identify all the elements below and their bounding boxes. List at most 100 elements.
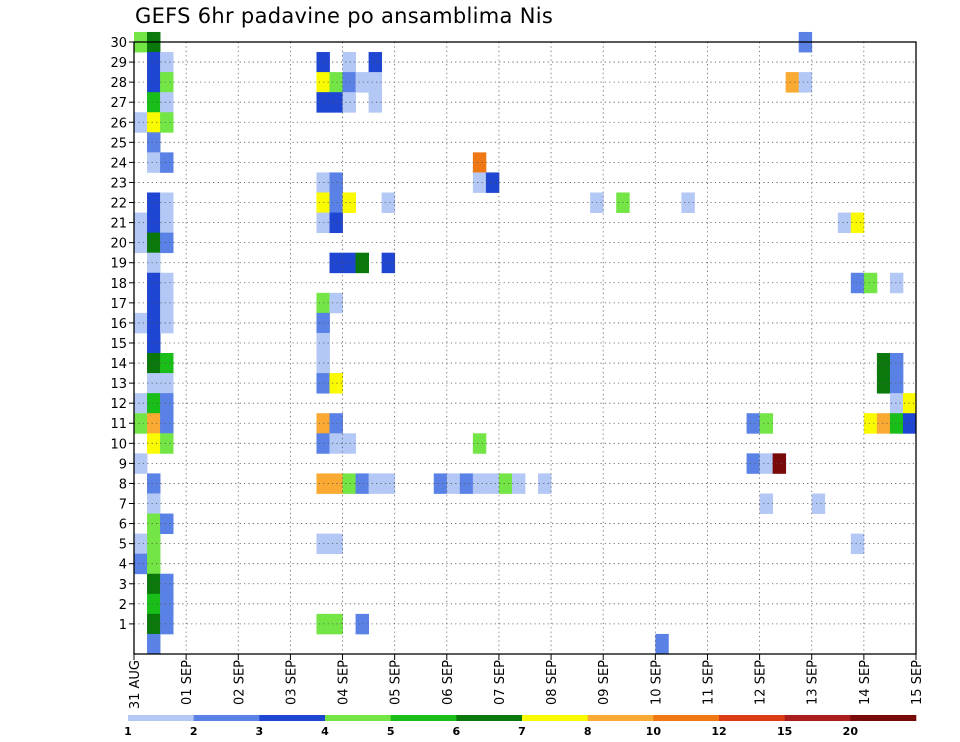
y-tick-label: 9 [119,457,127,472]
x-tick-label: 09 SEP [597,660,612,705]
y-tick-label: 28 [110,76,127,91]
heatmap-cell [147,613,161,635]
heatmap-cell [889,393,904,414]
y-tick-label: 25 [110,136,127,151]
y-tick-label: 11 [110,417,127,432]
heatmap-cell [147,353,161,374]
heatmap-cell [889,272,904,294]
heatmap-cell [863,413,878,434]
heatmap-cell [811,493,826,514]
heatmap-cell [329,433,343,454]
colorbar: 1 2 3 4 5 6 7 8 10 12 15 20 [124,715,917,738]
heatmap-cell [160,232,174,254]
heatmap-cell [147,413,161,434]
heatmap-cell [160,373,174,394]
heatmap-cell [772,453,787,474]
plot-frame [133,41,917,655]
heatmap-cell [134,413,148,434]
y-tick-label: 13 [110,377,127,392]
heatmap-cell [316,52,330,73]
x-tick-label: 06 SEP [441,660,456,705]
heatmap-cell [746,413,760,434]
y-tick-label: 15 [110,337,127,352]
grid-layer [134,41,916,654]
x-tick-label: 05 SEP [389,660,404,705]
y-tick-label: 2 [119,598,127,613]
heatmap-cell [316,413,330,434]
y-tick-label: 24 [110,156,127,171]
y-tick-label: 6 [119,518,127,533]
heatmap-cell [160,353,174,374]
y-tick-label: 16 [110,317,127,332]
colorbar-label: 5 [387,725,395,738]
y-tick-label: 30 [110,36,127,51]
colorbar-swatch [587,715,654,721]
heatmap-cell [147,52,161,73]
heatmap-cell [160,72,174,93]
heatmap-cell [876,373,891,394]
heatmap-cell [147,112,161,133]
heatmap-cell [902,393,917,414]
heatmap-cell [876,413,891,434]
heatmap-cell [160,593,174,615]
colorbar-swatch [850,715,917,721]
colorbar-label: 4 [321,725,329,738]
heatmap-cell [316,192,330,213]
y-tick-label: 21 [110,217,127,232]
heatmap-cell [147,493,161,514]
heatmap-cell [381,192,396,213]
x-tick-label: 13 SEP [806,660,821,705]
heatmap-cell [147,473,161,494]
heatmap-cell [134,212,148,234]
heatmap-cell [902,413,917,434]
heatmap-cell [329,172,343,193]
heatmap-cell [147,232,161,254]
heatmap-cell [355,252,369,274]
colorbar-label: 10 [646,725,662,738]
heatmap-cell [316,172,330,193]
y-tick-label: 5 [119,538,127,553]
heatmap-cell [368,72,383,93]
colorbar-label: 7 [518,725,526,738]
y-tick-label: 3 [119,578,127,593]
colorbar-swatch [456,715,523,721]
colorbar-swatch [653,715,720,721]
heatmap-cell [147,393,161,414]
heatmap-cell [759,413,774,434]
heatmap-cell [368,52,383,73]
heatmap-cell [160,212,174,234]
heatmap-cell [472,433,487,454]
heatmap-cell [446,473,461,494]
heatmap-cell [472,473,487,494]
heatmap-cell [160,312,174,334]
colorbar-swatch [193,715,260,721]
heatmap-cell [160,513,174,535]
heatmap-cell [498,473,513,494]
heatmap-cell [472,152,487,173]
colorbar-label: 20 [843,725,859,738]
heatmap-cell [316,212,330,234]
heatmap-cell [147,192,161,213]
heatmap-cell [355,72,369,93]
y-tick-label: 12 [110,397,127,412]
y-tick-label: 18 [110,277,127,292]
heatmap-cell [316,473,330,494]
y-tick-label: 23 [110,176,127,191]
heatmap-cell [850,212,865,234]
heatmap-cell [316,373,330,394]
heatmap-cell [134,232,148,254]
x-tick-label: 01 SEP [180,660,195,705]
heatmap-cell [147,72,161,93]
x-axis: 31 AUG 01 SEP 02 SEP 03 SEP 04 SEP 05 SEP 06 S… [128,654,925,709]
heatmap-cell [329,252,343,274]
heatmap-cell [472,172,487,193]
heatmap-cell [316,533,330,555]
heatmap-cell [485,172,500,193]
heatmap-cell [316,92,330,113]
heatmap-cell [342,433,356,454]
heatmap-cell [147,633,161,655]
heatmap-cell [160,573,174,595]
colorbar-label: 3 [256,725,264,738]
heatmap-cell [759,453,774,474]
heatmap-cell [147,312,161,334]
